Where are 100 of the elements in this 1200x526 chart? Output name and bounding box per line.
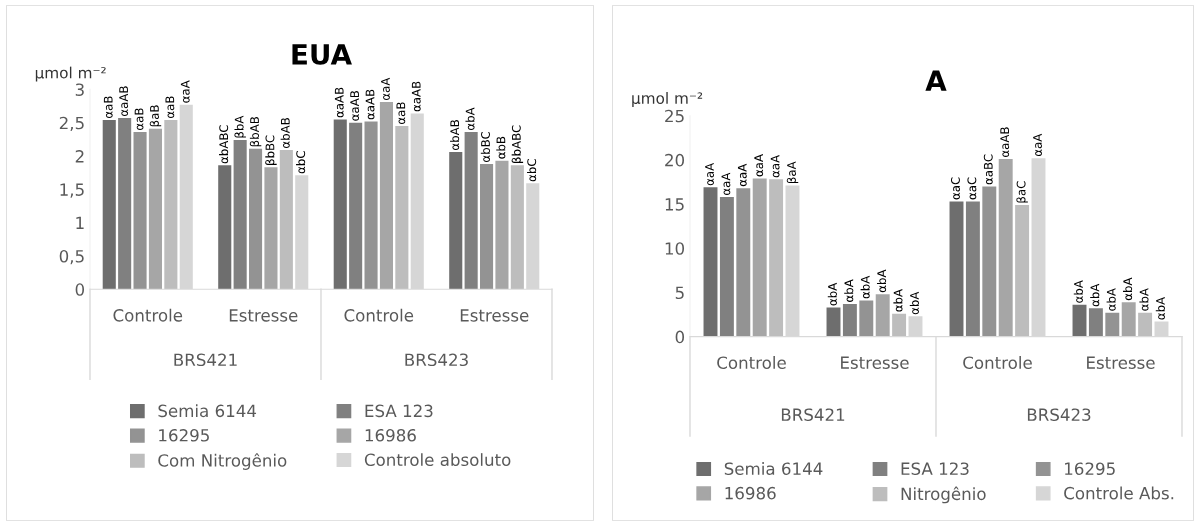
bar [510, 165, 524, 290]
y-tick-label: 0 [75, 283, 85, 296]
y-tick-label: 0,5 [59, 249, 84, 265]
y-tick-label: 2,5 [59, 116, 84, 131]
bar [279, 150, 293, 290]
bar [133, 132, 147, 290]
data-label: αaA [721, 172, 731, 195]
bar [719, 197, 734, 337]
data-label: αbA [1139, 288, 1149, 311]
legend-label: 16986 [725, 486, 776, 500]
text: BRS421 [781, 408, 845, 422]
bar [218, 165, 232, 290]
legend-label: Semia 6144 [724, 462, 823, 475]
x-tick-label: Estresse [229, 309, 298, 322]
bar [264, 167, 278, 290]
bar [859, 300, 874, 337]
legend-label: 16295 [1065, 462, 1115, 475]
chart-title: EUA [292, 44, 352, 65]
text: BRS421 [174, 353, 237, 367]
y-tick-label: 1,5 [60, 183, 84, 198]
data-label: αbC [527, 159, 537, 182]
data-label: αaA [770, 154, 780, 178]
y-tick-label: 20 [665, 153, 685, 167]
y-tick-label: 0 [675, 330, 685, 344]
y-tick-label: 2 [75, 150, 84, 163]
data-label: βbAB [249, 116, 262, 147]
data-label: αbA [844, 279, 854, 302]
bar [249, 148, 263, 290]
legend-label: 16295 [159, 429, 209, 442]
bar [752, 178, 767, 337]
data-label: αbA [1090, 283, 1100, 307]
data-label: αaB [103, 96, 113, 119]
y-tick-label: 10 [665, 242, 685, 255]
bar [736, 188, 751, 337]
bar [164, 120, 178, 290]
y-tick-label: 15 [665, 198, 684, 211]
bar [1105, 312, 1120, 337]
data-label: βaB [149, 105, 162, 127]
data-label: αaB [134, 108, 144, 131]
data-label: βbBC [265, 135, 277, 165]
data-label: αbA [827, 282, 837, 306]
bar [379, 102, 393, 290]
data-label: αaC [967, 177, 977, 200]
x-tick-label: Estresse [1087, 356, 1155, 369]
legend-label: 16986 [365, 429, 416, 442]
data-label: βbABC [511, 125, 524, 163]
chart-title: A [925, 70, 947, 91]
data-label: αbA [1106, 288, 1116, 311]
bar [1138, 312, 1153, 337]
y-tick-label: 25 [665, 109, 684, 123]
bar [395, 126, 409, 290]
data-label: αbA [1155, 296, 1165, 320]
legend-label: Controle Abs. [1064, 486, 1174, 500]
bar [349, 122, 363, 290]
y-axis-title: µmol m⁻² [35, 66, 106, 82]
bar [892, 313, 907, 337]
bar [148, 128, 162, 290]
data-label: αbA [860, 275, 870, 299]
bar [875, 294, 890, 337]
bar [998, 159, 1013, 337]
data-label: βbA [234, 115, 246, 138]
legend-label: Controle absoluto [364, 453, 511, 467]
data-label: αaA [1033, 133, 1042, 157]
bar [333, 119, 347, 290]
data-label: αaA [180, 80, 190, 103]
legend-label: Semia 6144 [158, 404, 257, 418]
legend-label: ESA 123 [365, 404, 433, 418]
text: BRS423 [1027, 408, 1091, 422]
legend-label: Com Nitrogênio [158, 453, 287, 470]
bar [102, 120, 116, 290]
bar [1088, 308, 1103, 337]
bar [233, 140, 247, 290]
data-label: αbAB [450, 120, 460, 151]
data-label: αaA [754, 154, 764, 177]
bar [464, 132, 478, 290]
x-tick-label: Controle [344, 308, 414, 322]
x-tick-label: Estresse [460, 309, 529, 322]
bar [1072, 304, 1087, 337]
data-label: αaBC [983, 154, 993, 185]
data-label: αaB [165, 96, 175, 119]
bar [703, 187, 718, 337]
data-label: αaAB [350, 90, 360, 121]
bar [1015, 204, 1030, 337]
bar [982, 186, 997, 337]
bar [495, 160, 509, 290]
text: BRS423 [405, 353, 468, 367]
bar [480, 164, 494, 290]
data-label: αaAB [1000, 127, 1010, 157]
data-label: αaAB [365, 89, 375, 120]
bar [1121, 302, 1136, 337]
bar [449, 152, 463, 290]
data-label: αaAB [119, 86, 129, 117]
data-label: αbA [465, 107, 475, 131]
bar [769, 179, 784, 337]
x-tick-label: Controle [113, 308, 183, 322]
data-label: αbA [876, 269, 887, 293]
bar [118, 118, 132, 290]
data-label: αbB [496, 136, 506, 159]
data-label: αaAB [411, 81, 421, 112]
data-label: βaA [786, 161, 799, 184]
